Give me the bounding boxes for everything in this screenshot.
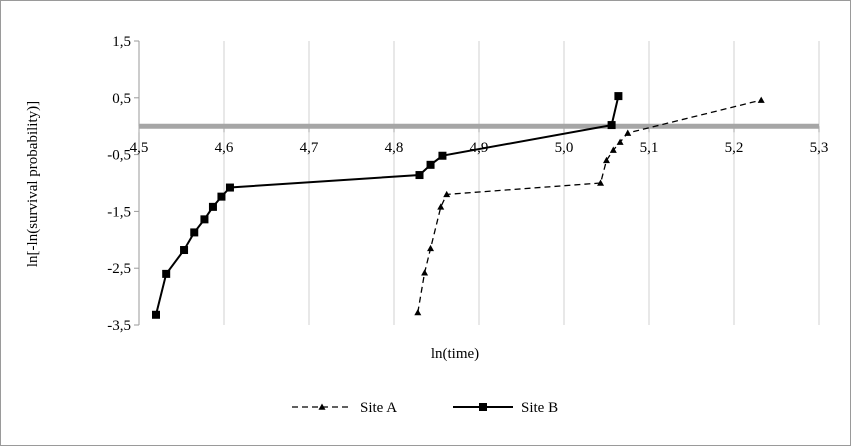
legend: Site A Site B <box>292 400 558 416</box>
site-a-point-10 <box>757 96 765 103</box>
site-b-point-6 <box>217 192 226 201</box>
y-tick-label-3: -1,5 <box>107 204 131 220</box>
site-b-point-9 <box>426 160 435 169</box>
site-b-point-1 <box>162 269 171 278</box>
x-tick-label-1: 4,6 <box>215 140 234 156</box>
y-axis-title: ln[-ln(survival probability)] <box>25 101 41 267</box>
x-tick-label-0: 4,5 <box>130 140 149 156</box>
tick-labels: 1,50,5-0,5-1,5-2,5-3,54,5 4,6 4,7 4,8 4,9 5,0… <box>107 34 828 334</box>
y-tick-label-0: 1,5 <box>112 34 131 50</box>
site-b-point-2 <box>180 246 189 255</box>
series-site-b <box>152 92 623 319</box>
y-tick-label-5: -3,5 <box>107 318 131 334</box>
site-a-point-5 <box>597 179 605 186</box>
y-tick-label-4: -2,5 <box>107 261 131 277</box>
site-b-point-4 <box>200 215 209 224</box>
site-a-point-9 <box>624 129 632 136</box>
site-b-point-11 <box>607 121 616 130</box>
legend-item-0: Site A <box>292 400 397 416</box>
site-a-point-6 <box>603 156 610 164</box>
legend-label-0: Site A <box>360 400 397 416</box>
site-b-point-5 <box>208 202 217 211</box>
x-tick-label-7: 5,2 <box>725 140 744 156</box>
x-tick-label-3: 4,8 <box>385 140 404 156</box>
site-a-point-7 <box>609 146 617 153</box>
y-tick-label-2: -0,5 <box>107 148 131 164</box>
legend-marker-1 <box>479 403 487 411</box>
x-tick-label-8: 5,3 <box>810 140 829 156</box>
site-a-point-3 <box>437 203 445 210</box>
series-line-0 <box>417 99 762 313</box>
site-b-point-0 <box>152 310 160 319</box>
axes <box>134 40 820 326</box>
site-b-point-10 <box>438 151 447 160</box>
y-tick-label-1: 0,5 <box>112 91 131 107</box>
series-site-a <box>414 96 765 316</box>
x-tick-label-2: 4,7 <box>300 140 319 156</box>
legend-marker-0 <box>318 403 326 410</box>
data-series <box>152 92 765 319</box>
site-b-point-12 <box>614 92 623 101</box>
site-a-point-0 <box>414 309 422 316</box>
site-b-point-7 <box>225 183 234 192</box>
site-a-point-4 <box>443 190 451 198</box>
site-a-point-1 <box>421 269 429 276</box>
site-b-point-8 <box>415 171 424 180</box>
x-tick-label-5: 5,0 <box>555 140 574 156</box>
site-a-point-2 <box>427 244 435 252</box>
legend-label-1: Site B <box>521 400 558 416</box>
site-b-point-3 <box>190 228 199 237</box>
series-line-1 <box>155 95 620 316</box>
legend-item-1: Site B <box>453 400 558 416</box>
grid-lines <box>138 41 820 325</box>
x-axis-title: ln(time) <box>431 346 479 362</box>
x-tick-label-6: 5,1 <box>640 140 659 156</box>
site-a-point-8 <box>616 138 624 145</box>
